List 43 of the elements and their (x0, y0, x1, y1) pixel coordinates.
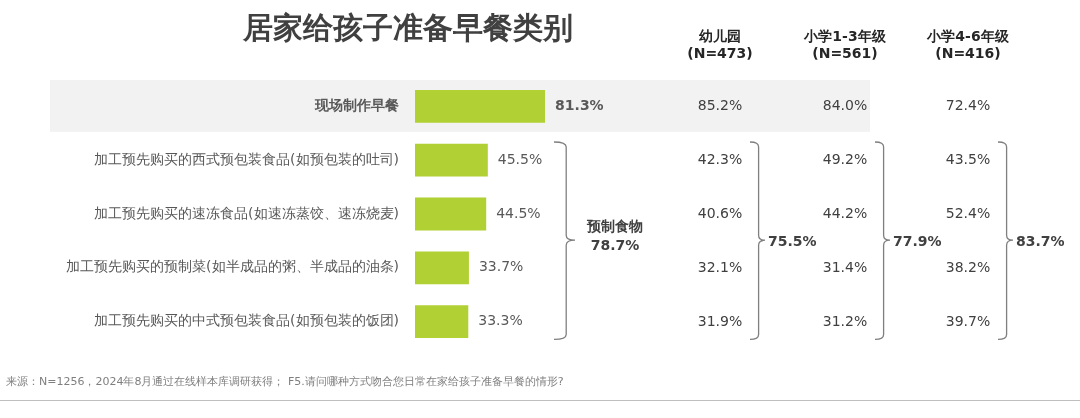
bar (415, 305, 469, 339)
text: 75.5% (768, 233, 817, 249)
data-label: 72.4% (944, 97, 992, 114)
y-tick-label: 现场制作早餐 (314, 96, 399, 113)
bar (415, 143, 488, 177)
text: (N=561) (811, 45, 879, 61)
data-label: 44.2% (821, 205, 869, 221)
text: (N=416) (934, 45, 1002, 61)
data-label: 32.1% (696, 258, 744, 275)
text: 小学4-6年级 (926, 28, 1010, 46)
data-label: 33.7% (478, 258, 524, 275)
text: 77.9% (893, 233, 942, 249)
data-label: 44.5% (496, 204, 541, 221)
bar (415, 251, 469, 285)
chart-title: 居家给孩子准备早餐类别 (243, 9, 573, 47)
data-label: 43.5% (944, 151, 992, 168)
y-tick-label: 加工预先购买的速冻食品(如速冻蒸饺、速冻烧麦) (94, 204, 399, 221)
text: 78.7% (589, 237, 641, 253)
y-tick-label: 加工预先购买的西式预包装食品(如预包装的吐司) (94, 150, 399, 167)
data-label: 81.3% (555, 96, 604, 113)
data-label: 84.0% (821, 97, 869, 114)
source-note: 来源：N=1256，2024年8月通过在线样本库调研获得； F5.请问哪种方式吻合您日常在家给孩子准备早餐的情形? (6, 374, 564, 389)
text: (N=473) (686, 45, 754, 61)
data-label: 52.4% (944, 205, 992, 221)
data-label: 31.9% (696, 312, 744, 329)
text: 预制食物 (585, 218, 644, 236)
data-label: 39.7% (944, 312, 992, 329)
text: 83.7% (1016, 233, 1065, 249)
text: 幼儿园 (698, 28, 742, 46)
data-label: 33.3% (478, 312, 523, 329)
data-label: 31.4% (821, 258, 869, 275)
data-label: 42.3% (696, 151, 744, 168)
data-label: 38.2% (944, 258, 992, 275)
data-label: 49.2% (821, 151, 869, 168)
data-label: 31.2% (821, 312, 869, 329)
text: 小学1-3年级 (803, 28, 887, 46)
y-tick-label: 加工预先购买的预制菜(如半成品的粥、半成品的油条) (66, 258, 399, 275)
data-label: 40.6% (696, 205, 744, 221)
data-label: 85.2% (696, 97, 744, 114)
y-tick-label: 加工预先购买的中式预包装食品(如预包装的饭团) (94, 312, 399, 329)
bar (415, 89, 546, 123)
bar (415, 197, 487, 231)
data-label: 45.5% (497, 150, 543, 167)
